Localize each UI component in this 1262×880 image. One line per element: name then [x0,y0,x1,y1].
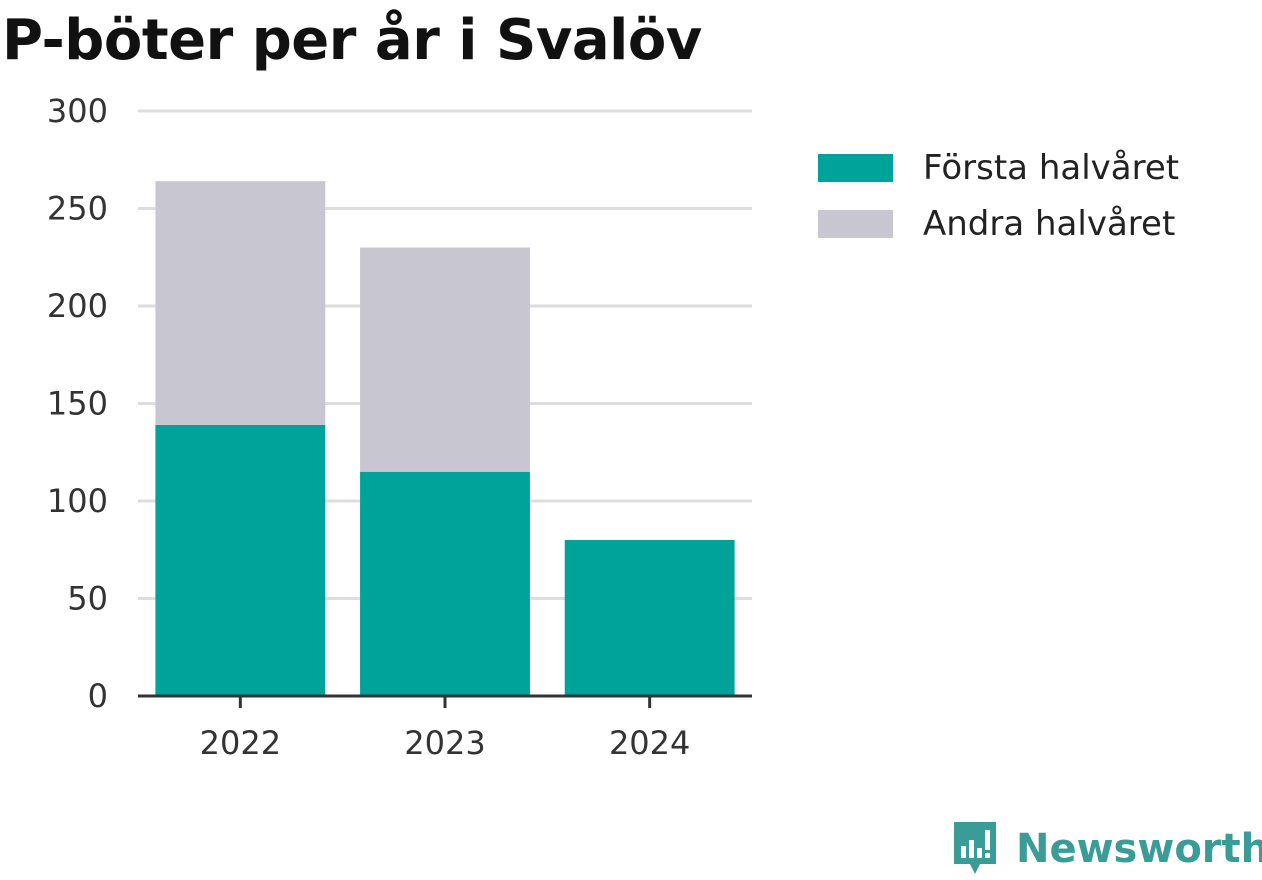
bar-2022-series-2 [155,181,326,425]
brand-logo: Newsworthy [950,818,1262,880]
x-tick-label-2022: 2022 [200,724,281,762]
brand-name: Newsworthy [1016,826,1262,872]
legend-item-first-half: Första halvåret [818,140,1179,196]
legend-item-second-half: Andra halvåret [818,196,1179,252]
x-tick-label-2024: 2024 [609,724,690,762]
chart-title: P-böter per år i Svalöv [2,8,702,73]
legend-swatch-second-half [818,210,893,238]
legend-label-second-half: Andra halvåret [923,204,1176,244]
bar-2023-series-1 [360,471,530,696]
y-tick-label-250: 250 [47,190,108,228]
legend-swatch-first-half [818,154,893,182]
x-tick-label-2023: 2023 [404,724,485,762]
y-tick-label-0: 0 [88,677,108,715]
bar-2022-series-1 [155,424,326,696]
chart-legend: Första halvåret Andra halvåret [818,140,1179,252]
y-tick-label-50: 50 [67,580,108,618]
bar-2024-series-1 [564,540,735,696]
y-tick-label-100: 100 [47,482,108,520]
y-tick-label-200: 200 [47,287,108,325]
y-tick-label-300: 300 [47,92,108,130]
y-tick-label-150: 150 [47,385,108,423]
chart-plot: 0 50 100 150 200 250 300 2022 2023 2024 [47,92,752,762]
legend-label-first-half: Första halvåret [923,148,1180,188]
newsworthy-icon [954,822,996,874]
bar-2023-series-2 [360,247,530,472]
